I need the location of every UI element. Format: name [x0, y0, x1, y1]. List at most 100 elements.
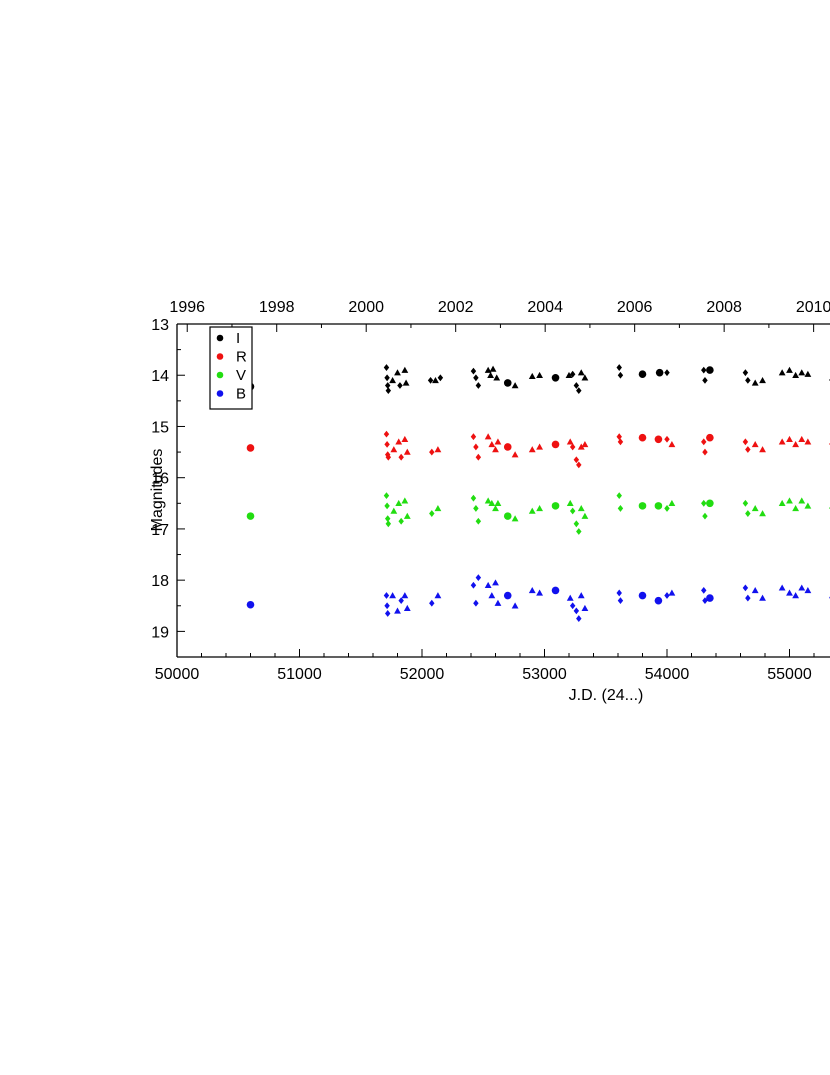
- data-point-b: [384, 602, 390, 610]
- data-point-i: [778, 369, 786, 376]
- top-year-label: 2008: [706, 299, 742, 316]
- data-point-r: [484, 433, 492, 440]
- data-point-v: [798, 497, 806, 504]
- top-year-label: 2004: [527, 299, 563, 316]
- data-point-i: [581, 374, 589, 381]
- data-point-i: [383, 364, 390, 371]
- data-point-i: [394, 369, 401, 376]
- data-point-i: [702, 376, 708, 384]
- data-point-i: [701, 366, 707, 374]
- data-point-r: [403, 448, 411, 455]
- data-point-b: [751, 587, 759, 594]
- data-point-v: [702, 512, 708, 520]
- data-point-v: [395, 499, 403, 507]
- data-point-r: [384, 440, 390, 448]
- data-point-v: [569, 507, 576, 515]
- top-year-label: 2002: [438, 299, 474, 316]
- x-axis-label: J.D. (24...): [569, 687, 644, 704]
- data-point-r: [390, 446, 398, 453]
- data-point-i: [573, 382, 580, 389]
- y-tick-label: 15: [151, 419, 169, 436]
- data-point-i: [401, 366, 409, 373]
- data-point-v: [398, 517, 404, 525]
- data-point-i: [389, 376, 396, 384]
- data-point-i: [427, 376, 434, 384]
- data-point-v: [616, 492, 622, 500]
- data-point-i: [616, 364, 622, 371]
- top-year-axis: 199619982000200220042006200820102012: [169, 299, 830, 332]
- data-point-i: [493, 374, 501, 381]
- data-point-r: [494, 438, 502, 445]
- data-point-i: [804, 370, 812, 377]
- data-point-i: [759, 376, 766, 384]
- data-point-b: [616, 589, 622, 597]
- data-point-b: [581, 604, 589, 612]
- data-point-b: [473, 599, 479, 607]
- data-point-b: [792, 592, 800, 599]
- data-point-r: [702, 448, 708, 456]
- data-point-v: [745, 510, 751, 517]
- data-point-v: [581, 512, 589, 519]
- y-axis-label: Magnitudes: [149, 449, 166, 532]
- data-point-b: [528, 587, 536, 594]
- data-point-i: [751, 379, 759, 386]
- data-point-v: [706, 499, 714, 508]
- top-year-label: 1996: [169, 299, 205, 316]
- data-point-v: [701, 499, 707, 507]
- x-tick-label: 52000: [400, 666, 445, 683]
- legend-marker-v: [216, 371, 224, 379]
- data-point-b: [778, 584, 786, 591]
- data-point-i: [511, 382, 519, 389]
- data-point-i: [786, 366, 793, 373]
- data-point-i: [551, 373, 560, 382]
- data-point-r: [778, 438, 786, 445]
- data-point-i: [655, 368, 664, 377]
- data-point-v: [401, 497, 409, 504]
- data-point-v: [470, 494, 477, 502]
- legend-marker-r: [216, 353, 224, 360]
- data-point-b: [503, 591, 512, 600]
- data-point-i: [402, 379, 410, 386]
- data-point-r: [536, 443, 543, 450]
- data-point-i: [384, 374, 390, 382]
- data-point-i: [528, 372, 536, 379]
- data-point-b: [403, 604, 411, 612]
- data-point-i: [664, 369, 670, 377]
- data-point-v: [778, 499, 786, 507]
- top-year-label: 1998: [259, 299, 295, 316]
- data-point-r: [551, 440, 560, 449]
- data-point-v: [473, 505, 479, 512]
- top-year-label: 2010: [796, 299, 830, 316]
- data-point-r: [798, 435, 806, 442]
- data-point-v: [792, 505, 800, 512]
- data-point-i: [569, 370, 576, 378]
- data-point-b: [566, 594, 574, 601]
- x-tick-label: 55000: [767, 666, 812, 683]
- data-point-r: [804, 438, 812, 445]
- data-point-r: [701, 438, 707, 446]
- data-point-v: [577, 505, 585, 512]
- data-point-v: [536, 505, 543, 512]
- data-point-b: [536, 589, 543, 596]
- data-point-v: [742, 499, 749, 507]
- legend-label-b: B: [236, 386, 246, 403]
- data-point-i: [792, 371, 800, 378]
- data-point-b: [484, 581, 492, 588]
- data-point-r: [429, 448, 435, 456]
- data-point-i: [470, 367, 477, 375]
- data-point-b: [246, 600, 255, 609]
- data-point-b: [398, 597, 404, 605]
- y-tick-label: 14: [151, 368, 169, 385]
- data-point-i: [489, 365, 497, 372]
- data-point-r: [488, 440, 496, 448]
- data-point-v: [786, 497, 793, 504]
- data-point-r: [617, 438, 624, 446]
- data-point-r: [745, 446, 751, 453]
- data-point-b: [668, 589, 676, 596]
- y-tick-label: 13: [151, 317, 169, 334]
- data-point-b: [475, 574, 482, 581]
- legend-label-r: R: [236, 349, 247, 366]
- x-tick-label: 50000: [155, 666, 200, 683]
- legend-marker-i: [216, 334, 224, 342]
